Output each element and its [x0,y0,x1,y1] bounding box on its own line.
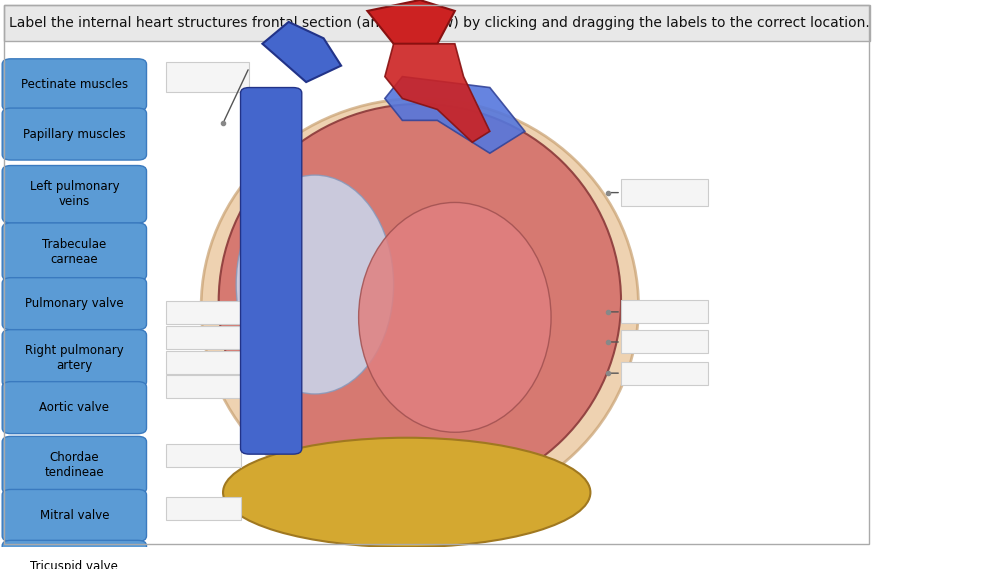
FancyBboxPatch shape [621,331,708,353]
Text: Papillary muscles: Papillary muscles [23,127,126,141]
FancyBboxPatch shape [166,326,241,349]
FancyBboxPatch shape [621,362,708,385]
Text: Right pulmonary
artery: Right pulmonary artery [25,344,124,372]
Ellipse shape [358,203,551,432]
FancyBboxPatch shape [2,59,146,111]
FancyBboxPatch shape [2,489,146,542]
FancyBboxPatch shape [166,444,241,467]
Ellipse shape [219,104,621,498]
FancyBboxPatch shape [2,382,146,434]
Text: Chordae
tendineae: Chordae tendineae [44,451,104,479]
Polygon shape [385,44,490,142]
FancyBboxPatch shape [166,61,249,92]
Text: Tricuspid valve: Tricuspid valve [30,560,118,569]
FancyBboxPatch shape [166,351,241,374]
FancyBboxPatch shape [4,6,870,41]
FancyBboxPatch shape [621,179,708,206]
Text: Left pulmonary
veins: Left pulmonary veins [29,180,119,208]
Text: Pulmonary valve: Pulmonary valve [25,297,124,310]
Ellipse shape [201,98,638,514]
FancyBboxPatch shape [241,88,301,454]
Text: Aortic valve: Aortic valve [39,401,109,414]
FancyBboxPatch shape [2,541,146,569]
FancyBboxPatch shape [166,376,241,398]
FancyBboxPatch shape [2,223,146,281]
FancyBboxPatch shape [2,436,146,494]
FancyBboxPatch shape [166,302,241,324]
FancyBboxPatch shape [2,108,146,160]
FancyBboxPatch shape [2,278,146,329]
FancyBboxPatch shape [621,300,708,323]
Polygon shape [367,0,455,44]
FancyBboxPatch shape [2,329,146,387]
Ellipse shape [236,175,394,394]
Polygon shape [385,77,524,153]
Ellipse shape [223,438,590,547]
Text: Trabeculae
carneae: Trabeculae carneae [42,238,106,266]
FancyBboxPatch shape [166,497,241,521]
Text: Mitral valve: Mitral valve [39,509,109,522]
Polygon shape [262,22,341,82]
FancyBboxPatch shape [2,166,146,223]
Text: Pectinate muscles: Pectinate muscles [21,79,128,91]
Text: Label the internal heart structures frontal section (anterior view) by clicking : Label the internal heart structures fron… [9,16,869,30]
